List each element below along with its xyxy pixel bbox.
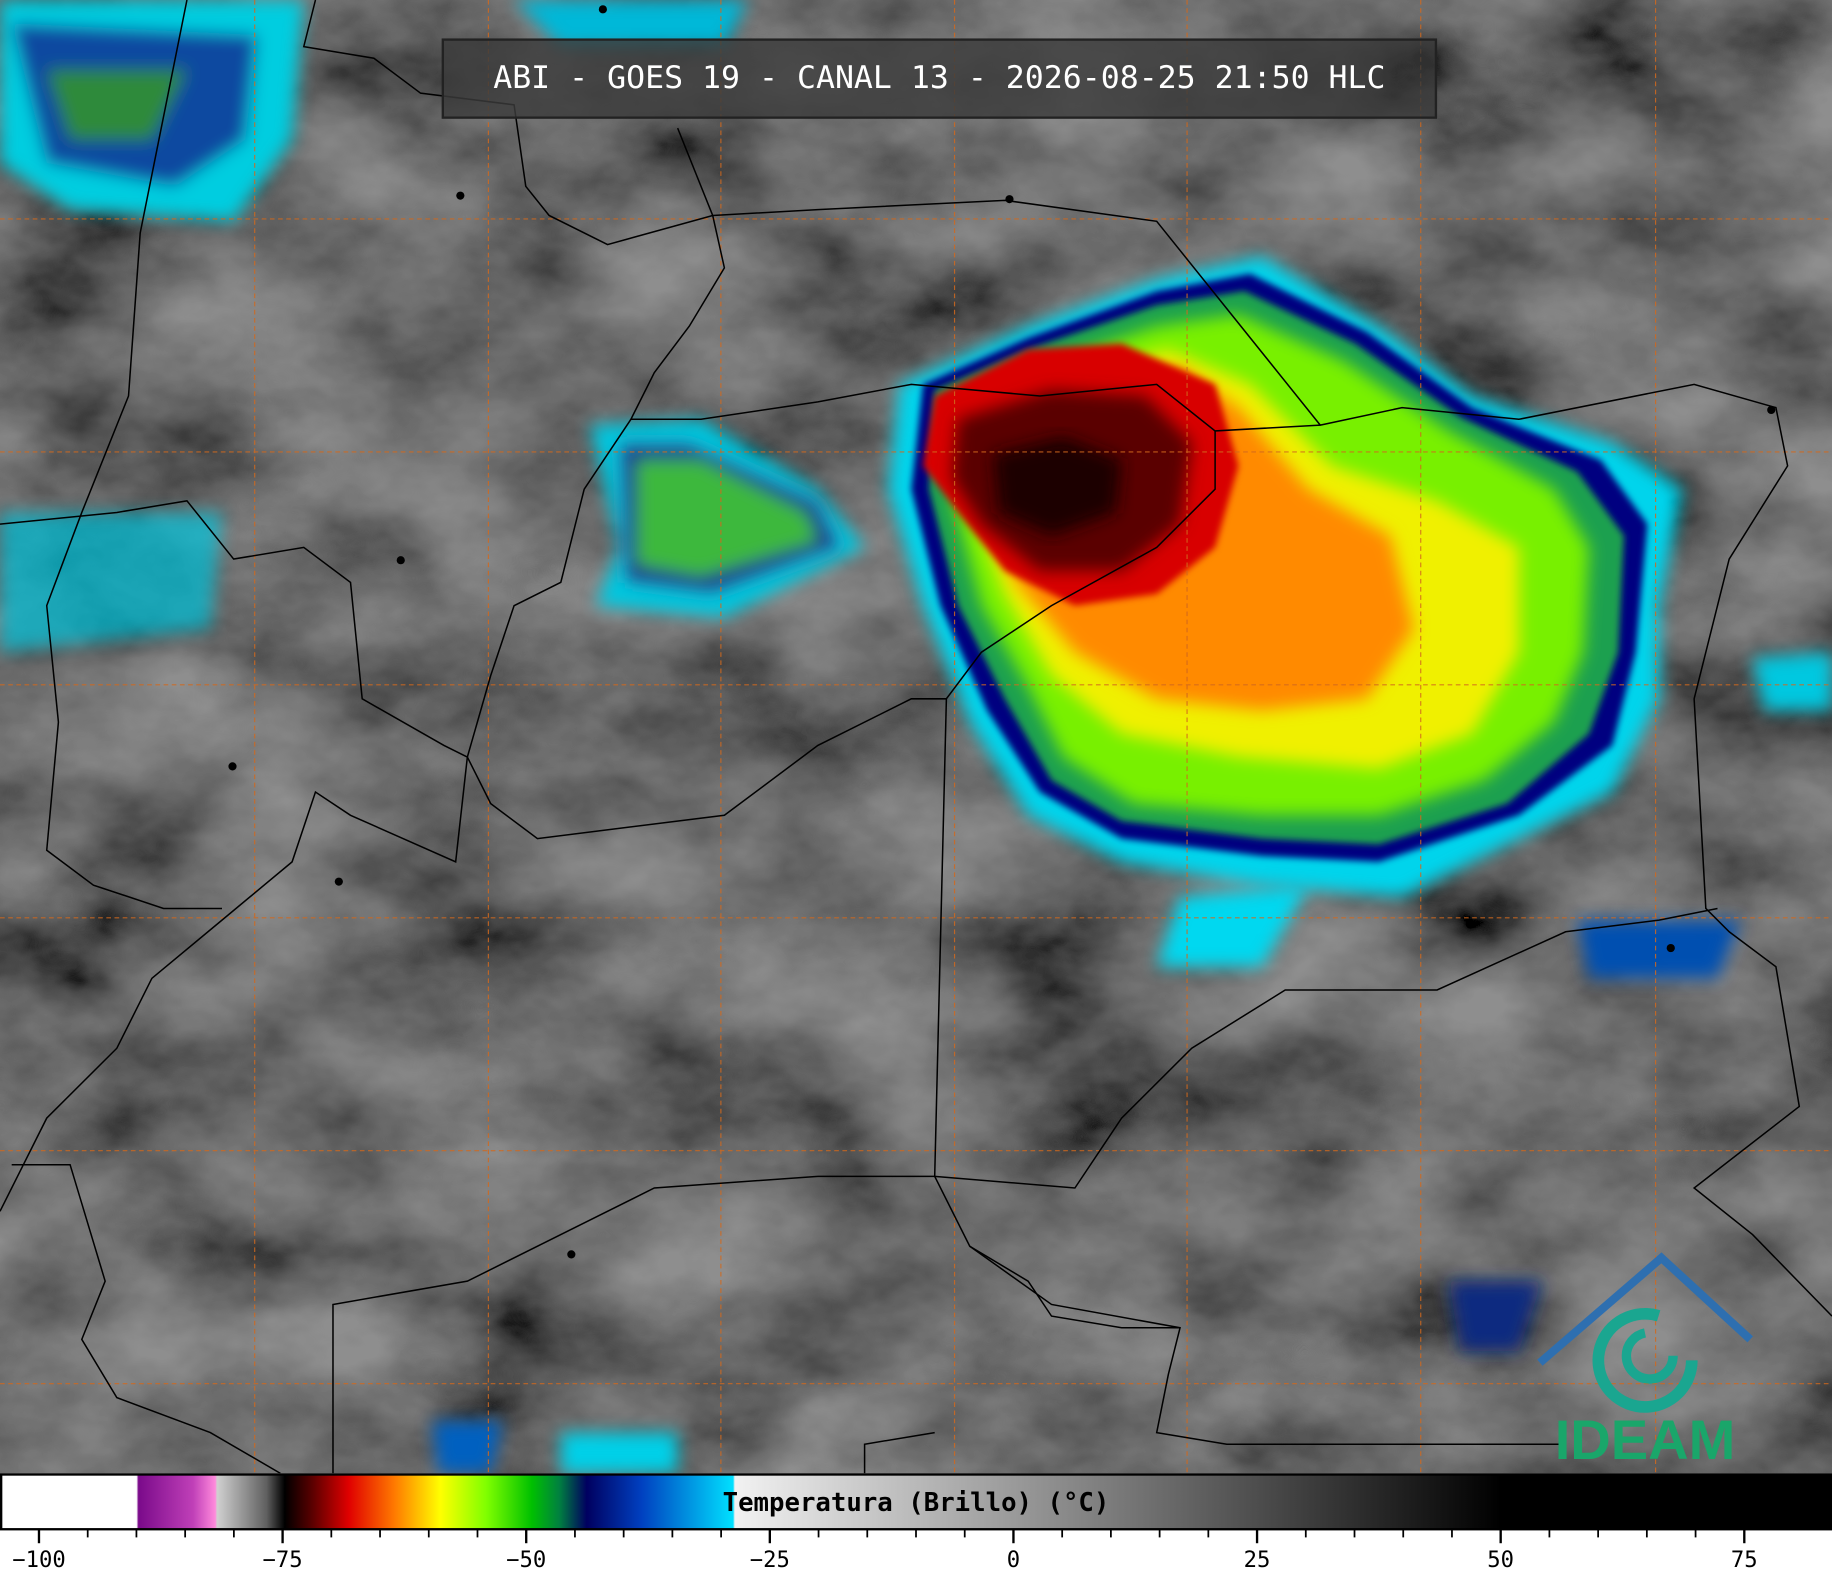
city (1005, 195, 1014, 204)
colorbar (0, 1473, 1832, 1531)
logo-roof (1537, 1252, 1753, 1366)
title: ABI - GOES 19 - CANAL 13 - 2026-08-25 21… (493, 60, 1385, 96)
colorbar-ticks: −100 −75 −50 −25 0 25 50 75 (12, 1529, 1758, 1573)
tick-label: −50 (506, 1547, 546, 1573)
colorbar-label: Temperatura (Brillo) (°C) (723, 1488, 1110, 1518)
city (228, 762, 237, 771)
city (567, 1250, 576, 1259)
logo-text: IDEAM (1555, 1408, 1736, 1471)
tick-label: 0 (1007, 1547, 1020, 1573)
city (1767, 405, 1776, 415)
city (334, 877, 343, 886)
logo: IDEAM (1537, 1252, 1753, 1471)
city (1666, 943, 1675, 953)
logo-spiral (1592, 1307, 1698, 1413)
tick-label: −100 (12, 1547, 65, 1573)
tick-label: −25 (750, 1547, 790, 1573)
title-box (441, 38, 1438, 119)
logo-spiral (1621, 1327, 1678, 1384)
city (456, 191, 465, 200)
tick-label: 75 (1731, 1547, 1758, 1573)
tick-label: −75 (263, 1547, 303, 1573)
city (396, 556, 405, 565)
city (598, 5, 607, 14)
tick-label: 50 (1487, 1547, 1514, 1573)
graticule (0, 0, 1832, 1474)
cities (228, 5, 1776, 1259)
tick-label: 25 (1244, 1547, 1271, 1573)
borders (0, 0, 1832, 1473)
cold-clouds (0, 0, 1832, 1474)
